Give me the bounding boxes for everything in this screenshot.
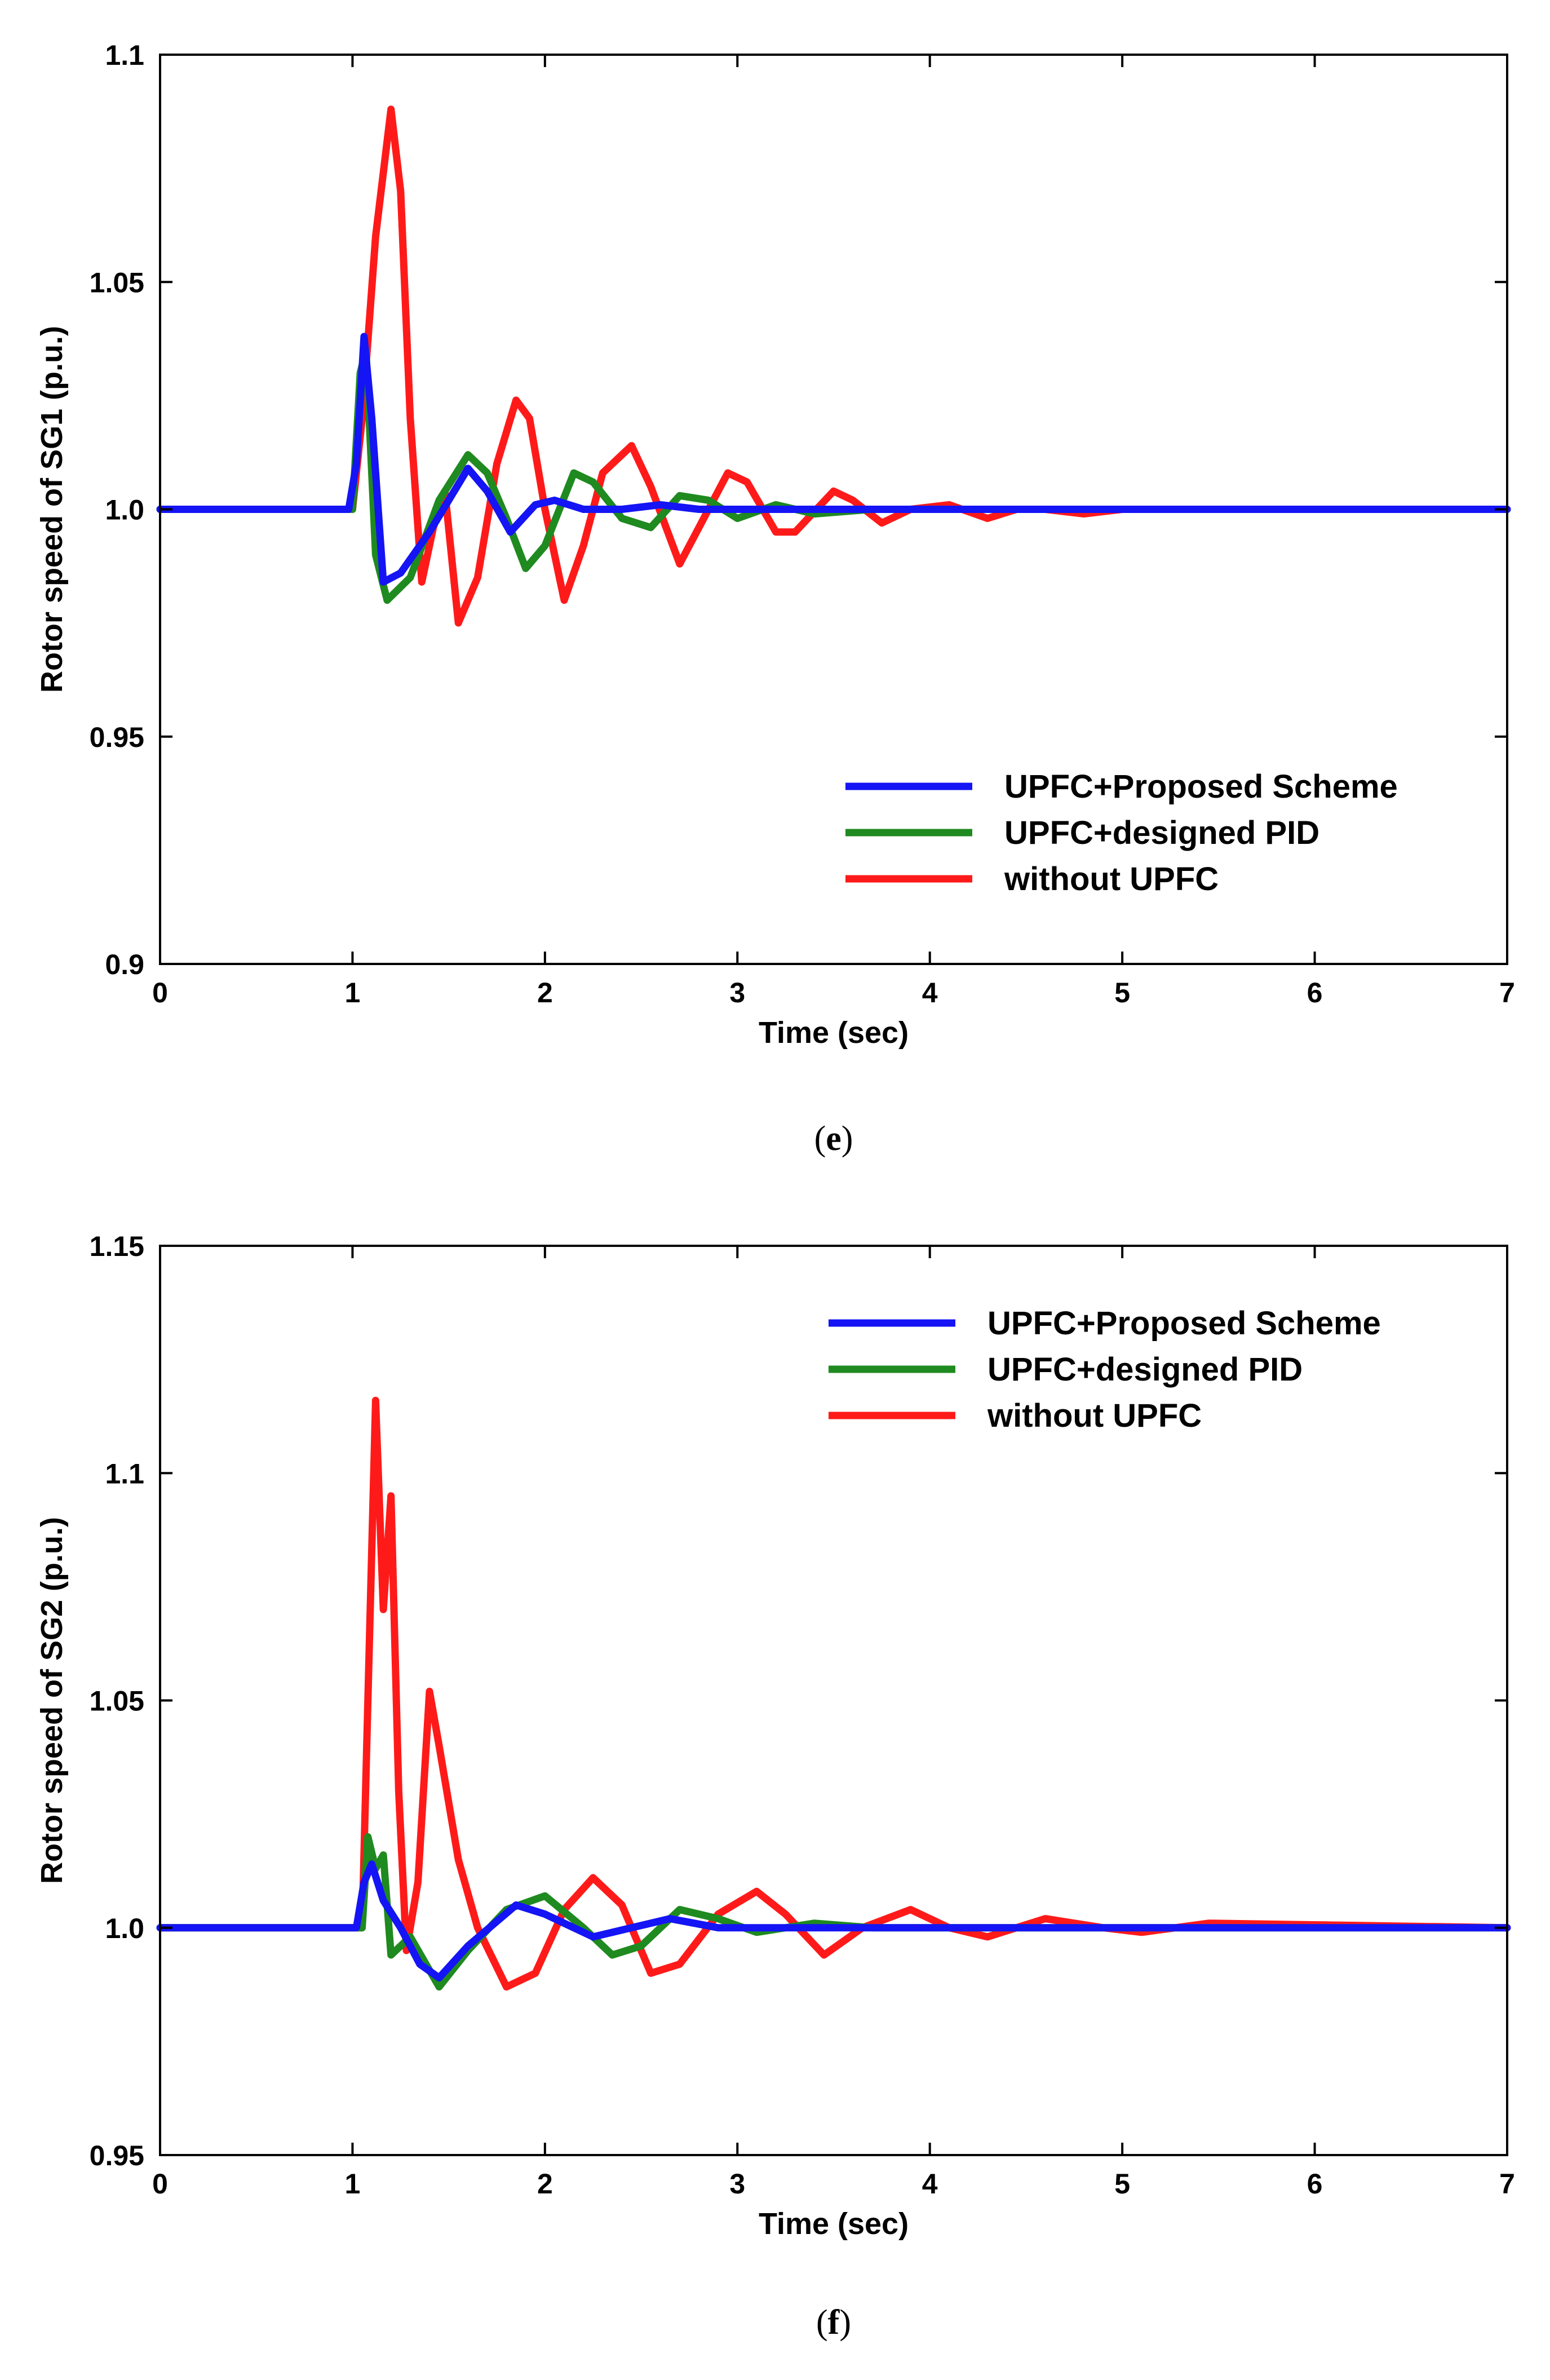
x-tick-label: 1 <box>345 2168 361 2200</box>
series-line-upfc-proposed-scheme <box>156 333 1511 586</box>
figure-caption: (e) <box>814 1120 853 1158</box>
x-tick-label: 3 <box>729 2168 745 2200</box>
legend: UPFC+Proposed Scheme UPFC+designed PID wit… <box>845 768 1398 897</box>
y-axis-title: Rotor speed of SG2 (p.u.) <box>35 1517 69 1884</box>
series-line-upfc-proposed-scheme <box>156 1860 1511 1981</box>
x-tick-label: 2 <box>537 977 553 1008</box>
x-tick-label: 2 <box>537 2168 553 2200</box>
x-tick-label: 7 <box>1499 977 1515 1008</box>
x-tick-label: 6 <box>1307 2168 1323 2200</box>
legend-label: without UPFC <box>987 1397 1202 1434</box>
y-tick-label: 1.0 <box>105 1913 144 1944</box>
legend-label: UPFC+designed PID <box>1004 815 1319 851</box>
y-tick-label: 0.95 <box>90 722 144 753</box>
y-axis-title: Rotor speed of SG1 (p.u.) <box>35 326 69 693</box>
y-tick-label: 1.1 <box>105 1458 144 1489</box>
legend: UPFC+Proposed Scheme UPFC+designed PID wit… <box>829 1305 1381 1434</box>
x-tick-label: 5 <box>1114 977 1130 1008</box>
series-line-without-upfc <box>156 1396 1511 1991</box>
legend-label: UPFC+designed PID <box>987 1351 1303 1388</box>
caption-letter: e <box>826 1120 842 1158</box>
x-tick-label: 0 <box>152 977 168 1008</box>
x-tick-label: 4 <box>922 2168 938 2200</box>
caption-close-paren: ) <box>839 2303 851 2342</box>
y-tick-label: 0.95 <box>90 2140 144 2171</box>
x-tick-label: 3 <box>729 977 745 1008</box>
legend-label: UPFC+Proposed Scheme <box>987 1305 1381 1342</box>
caption-letter: f <box>828 2303 840 2342</box>
y-tick-label: 1.0 <box>105 494 144 526</box>
legend-label: UPFC+Proposed Scheme <box>1004 768 1398 805</box>
y-tick-label: 1.15 <box>90 1231 144 1262</box>
x-tick-label: 0 <box>152 2168 168 2200</box>
caption-open-paren: ( <box>814 1120 826 1158</box>
y-tick-label: 1.1 <box>105 39 144 71</box>
caption-close-paren: ) <box>842 1120 853 1158</box>
caption-open-paren: ( <box>816 2303 828 2342</box>
x-tick-label: 7 <box>1499 2168 1515 2200</box>
x-axis-title: Time (sec) <box>759 2207 909 2241</box>
chart-panel-f: 0 1 2 3 4 5 6 7 0.95 1.0 1.05 1.1 1.15 Time (sec) Roto… <box>35 1231 1515 2342</box>
x-tick-label: 5 <box>1114 2168 1130 2200</box>
x-axis-title: Time (sec) <box>759 1016 909 1050</box>
chart-panel-e: 0 1 2 3 4 5 6 7 0.9 0.95 1.0 1.05 1.1 Time (sec) Rotor… <box>35 39 1515 1158</box>
x-tick-label: 6 <box>1307 977 1323 1008</box>
y-tick-label: 1.05 <box>90 267 144 298</box>
x-tick-label: 4 <box>922 977 938 1008</box>
figure-caption: (f) <box>816 2303 851 2342</box>
series-line-without-upfc <box>156 105 1511 627</box>
series-line-upfc-designed-pid <box>156 346 1511 604</box>
y-tick-label: 1.05 <box>90 1686 144 1717</box>
x-tick-label: 1 <box>345 977 361 1008</box>
y-tick-label: 0.9 <box>105 949 144 980</box>
legend-label: without UPFC <box>1004 861 1219 897</box>
